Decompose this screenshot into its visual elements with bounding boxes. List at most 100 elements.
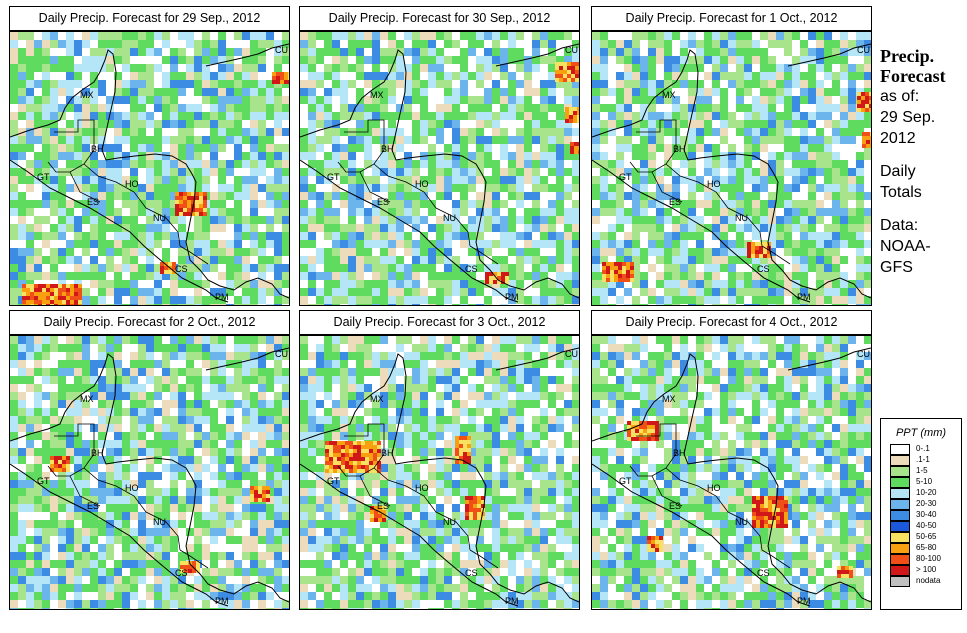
forecast-panel-6: Daily Precip. Forecast for 4 Oct., 2012 M… — [591, 310, 872, 610]
legend-item: 10-20 — [890, 488, 961, 499]
precip-grid: MX BH GT HO ES NU CS PM CU — [300, 336, 579, 609]
country-label-mx: MX — [80, 394, 94, 404]
country-label-bh: BH — [381, 448, 394, 458]
legend-swatch — [890, 488, 910, 499]
panel-title: Daily Precip. Forecast for 4 Oct., 2012 — [591, 310, 872, 335]
legend-label: 50-65 — [916, 532, 937, 541]
panel-title: Daily Precip. Forecast for 2 Oct., 2012 — [9, 310, 290, 335]
country-label-es: ES — [669, 501, 681, 511]
country-label-nu: NU — [443, 213, 456, 223]
country-label-cu: CU — [275, 349, 288, 359]
country-label-ho: HO — [415, 483, 429, 493]
legend-swatch — [890, 444, 910, 455]
country-label-gt: GT — [327, 172, 340, 182]
country-label-cu: CU — [857, 349, 870, 359]
side-heading-1: Precip. — [880, 46, 935, 66]
country-label-mx: MX — [662, 90, 676, 100]
country-label-cs: CS — [465, 264, 478, 274]
legend-label: 1-5 — [916, 466, 928, 475]
country-label-nu: NU — [153, 517, 166, 527]
country-label-mx: MX — [80, 90, 94, 100]
legend-swatch — [890, 477, 910, 488]
country-label-ho: HO — [125, 483, 139, 493]
legend-item: 20-30 — [890, 499, 961, 510]
country-label-es: ES — [669, 197, 681, 207]
forecast-panel-4: Daily Precip. Forecast for 2 Oct., 2012 M… — [9, 310, 290, 610]
legend-item: 65-80 — [890, 543, 961, 554]
legend-item: 40-50 — [890, 521, 961, 532]
legend-label: 10-20 — [916, 488, 937, 497]
country-label-cs: CS — [757, 264, 770, 274]
forecast-panel-3: Daily Precip. Forecast for 1 Oct., 2012 M… — [591, 6, 872, 306]
precip-map: MX BH GT HO ES NU CS PM CU — [299, 335, 580, 610]
legend-title: PPT (mm) — [895, 427, 947, 439]
precip-grid: MX BH GT HO ES NU CS PM CU — [592, 336, 871, 609]
country-label-nu: NU — [153, 213, 166, 223]
side-totals: Totals — [880, 184, 922, 201]
country-label-mx: MX — [370, 394, 384, 404]
legend-item: > 100 — [890, 565, 961, 576]
country-label-cs: CS — [465, 568, 478, 578]
precip-map: MX BH GT HO ES NU CS PM CU — [9, 31, 290, 306]
side-info: Precip. Forecast as of: 29 Sep. 2012 Dai… — [880, 46, 964, 278]
country-label-cu: CU — [275, 45, 288, 55]
country-label-gt: GT — [619, 172, 632, 182]
country-label-bh: BH — [673, 144, 686, 154]
panel-title: Daily Precip. Forecast for 30 Sep., 2012 — [299, 6, 580, 31]
country-label-ho: HO — [125, 179, 139, 189]
country-label-gt: GT — [37, 172, 50, 182]
country-label-ho: HO — [415, 179, 429, 189]
precip-grid: MX BH GT HO ES NU CS PM CU — [10, 32, 289, 305]
legend: PPT (mm) 0-.1 .1-1 1-5 5-10 10-20 20-30 30-40 4… — [880, 418, 962, 610]
precip-grid: MX BH GT HO ES NU CS PM CU — [592, 32, 871, 305]
country-label-bh: BH — [91, 448, 104, 458]
country-label-gt: GT — [37, 476, 50, 486]
country-label-mx: MX — [662, 394, 676, 404]
country-label-bh: BH — [673, 448, 686, 458]
country-label-nu: NU — [443, 517, 456, 527]
country-label-cs: CS — [757, 568, 770, 578]
legend-swatch — [890, 543, 910, 554]
legend-item: nodata — [890, 576, 961, 587]
legend-label: .1-1 — [916, 455, 930, 464]
country-label-cu: CU — [857, 45, 870, 55]
legend-item: 80-100 — [890, 554, 961, 565]
legend-item: .1-1 — [890, 455, 961, 466]
country-label-cs: CS — [175, 568, 188, 578]
country-label-pm: PM — [215, 596, 229, 606]
forecast-panel-5: Daily Precip. Forecast for 3 Oct., 2012 M… — [299, 310, 580, 610]
legend-swatch — [890, 521, 910, 532]
side-daily: Daily — [880, 163, 916, 180]
side-heading-2: Forecast — [880, 66, 946, 86]
side-asof: as of: — [880, 88, 920, 105]
legend-item: 30-40 — [890, 510, 961, 521]
legend-label: > 100 — [916, 565, 937, 574]
precip-map: MX BH GT HO ES NU CS PM CU — [9, 335, 290, 610]
legend-item: 0-.1 — [890, 444, 961, 455]
precip-grid: MX BH GT HO ES NU CS PM CU — [10, 336, 289, 609]
panel-title: Daily Precip. Forecast for 1 Oct., 2012 — [591, 6, 872, 31]
side-data-source-2: GFS — [880, 259, 913, 276]
country-label-es: ES — [87, 197, 99, 207]
country-label-nu: NU — [735, 213, 748, 223]
legend-label: 40-50 — [916, 521, 937, 530]
legend-swatch — [890, 532, 910, 543]
legend-label: 30-40 — [916, 510, 937, 519]
country-label-ho: HO — [707, 179, 721, 189]
legend-swatch — [890, 455, 910, 466]
side-data-label: Data: — [880, 217, 919, 234]
legend-item: 5-10 — [890, 477, 961, 488]
panel-title: Daily Precip. Forecast for 3 Oct., 2012 — [299, 310, 580, 335]
precip-map: MX BH GT HO ES NU CS PM CU — [591, 31, 872, 306]
country-label-bh: BH — [381, 144, 394, 154]
country-label-pm: PM — [505, 596, 519, 606]
precip-map: MX BH GT HO ES NU CS PM CU — [299, 31, 580, 306]
forecast-panel-2: Daily Precip. Forecast for 30 Sep., 2012… — [299, 6, 580, 306]
legend-rows: 0-.1 .1-1 1-5 5-10 10-20 20-30 30-40 40-50 50-65… — [881, 444, 961, 587]
country-label-es: ES — [377, 197, 389, 207]
side-date-1: 29 Sep. — [880, 109, 936, 126]
country-label-ho: HO — [707, 483, 721, 493]
legend-swatch — [890, 554, 910, 565]
side-data-source-1: NOAA- — [880, 238, 931, 255]
legend-label: 5-10 — [916, 477, 933, 486]
